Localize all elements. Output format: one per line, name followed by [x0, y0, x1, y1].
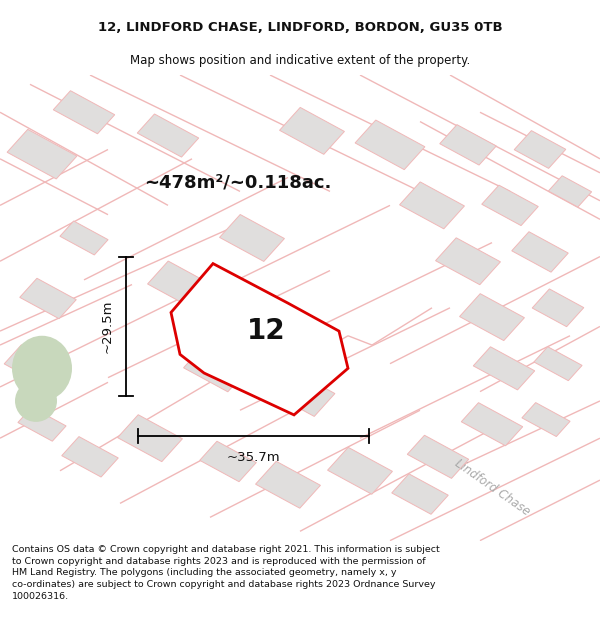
Polygon shape: [148, 261, 212, 308]
Polygon shape: [548, 176, 592, 207]
Polygon shape: [355, 120, 425, 169]
Text: 12: 12: [247, 317, 286, 345]
Polygon shape: [137, 114, 199, 157]
Polygon shape: [440, 124, 496, 165]
Polygon shape: [4, 345, 56, 382]
Polygon shape: [265, 367, 335, 416]
Polygon shape: [20, 278, 76, 319]
Polygon shape: [18, 408, 66, 441]
Polygon shape: [392, 474, 448, 514]
Polygon shape: [62, 437, 118, 477]
Polygon shape: [200, 441, 256, 482]
Polygon shape: [7, 129, 77, 179]
Text: ~29.5m: ~29.5m: [101, 299, 114, 353]
Polygon shape: [220, 214, 284, 261]
Text: Map shows position and indicative extent of the property.: Map shows position and indicative extent…: [130, 54, 470, 67]
Polygon shape: [534, 347, 582, 381]
Polygon shape: [184, 345, 248, 392]
Text: ~35.7m: ~35.7m: [227, 451, 280, 464]
Polygon shape: [460, 294, 524, 341]
Text: 12, LINDFORD CHASE, LINDFORD, BORDON, GU35 0TB: 12, LINDFORD CHASE, LINDFORD, BORDON, GU…: [98, 21, 502, 34]
Polygon shape: [532, 289, 584, 327]
Ellipse shape: [15, 380, 57, 422]
Text: ~478m²/~0.118ac.: ~478m²/~0.118ac.: [144, 173, 331, 191]
Polygon shape: [256, 461, 320, 508]
Polygon shape: [461, 402, 523, 446]
Polygon shape: [473, 347, 535, 390]
Polygon shape: [522, 402, 570, 436]
Polygon shape: [53, 91, 115, 134]
Polygon shape: [118, 415, 182, 462]
Polygon shape: [400, 182, 464, 229]
Polygon shape: [171, 264, 348, 415]
Polygon shape: [407, 435, 469, 478]
Text: Contains OS data © Crown copyright and database right 2021. This information is : Contains OS data © Crown copyright and d…: [12, 545, 440, 601]
Polygon shape: [512, 232, 568, 272]
Polygon shape: [60, 221, 108, 255]
Polygon shape: [280, 107, 344, 154]
Polygon shape: [436, 238, 500, 285]
Text: Lindford Chase: Lindford Chase: [452, 456, 532, 518]
Polygon shape: [514, 131, 566, 168]
Polygon shape: [328, 448, 392, 494]
Polygon shape: [227, 300, 301, 353]
Polygon shape: [482, 185, 538, 226]
Ellipse shape: [12, 336, 72, 401]
